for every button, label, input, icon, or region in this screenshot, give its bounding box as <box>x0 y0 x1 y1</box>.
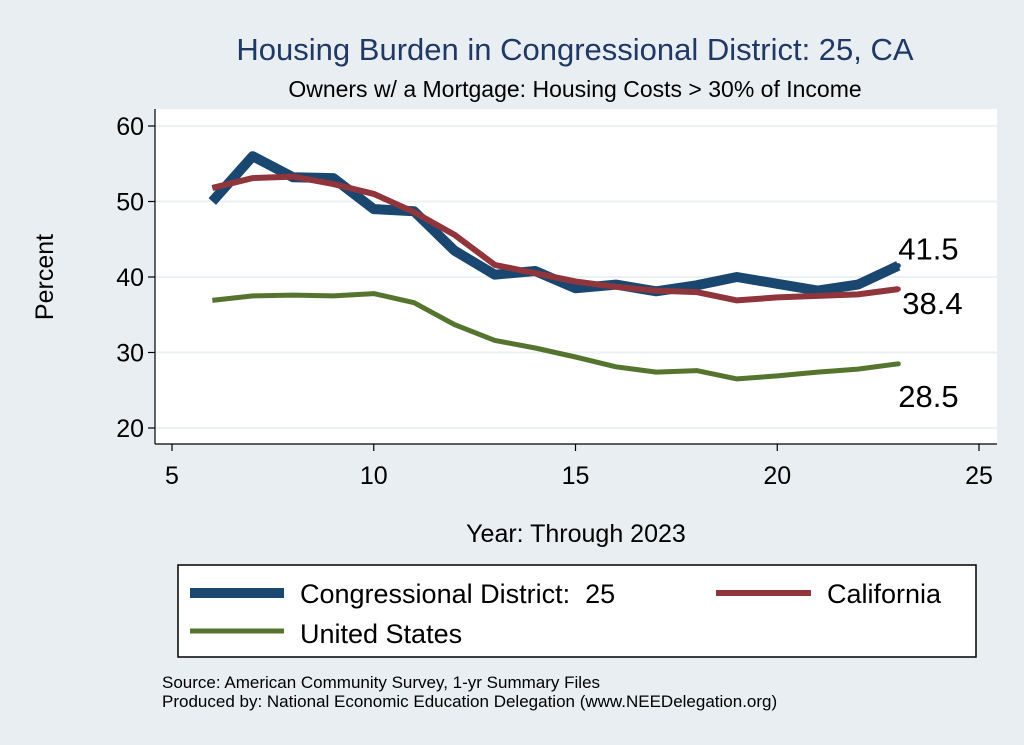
series-end-marker-0 <box>895 263 901 269</box>
series-line-2 <box>212 291 899 382</box>
x-tick-label-5: 5 <box>165 462 179 490</box>
legend-label-0: Congressional District: 25 <box>300 579 615 609</box>
end-label-1: 38.4 <box>902 286 962 321</box>
x-tick-label-10: 10 <box>360 462 388 490</box>
x-tick-label-20: 20 <box>763 462 791 490</box>
y-tick-label-40: 40 <box>116 264 144 292</box>
x-tick-label-15: 15 <box>562 462 590 490</box>
legend-label-2: United States <box>300 619 462 649</box>
end-label-0: 41.5 <box>898 232 958 267</box>
y-tick-label-30: 30 <box>116 340 144 368</box>
end-labels: 41.5 38.4 28.5 <box>895 232 963 414</box>
end-label-2: 28.5 <box>898 379 958 414</box>
chart-title: Housing Burden in Congressional District… <box>236 32 913 67</box>
producer-line: Produced by: National Economic Education… <box>162 692 777 711</box>
legend-label-1: California <box>827 579 942 609</box>
y-tick-label-50: 50 <box>116 189 144 217</box>
legend: Congressional District: 25 California Unit… <box>190 579 942 649</box>
series-line-1 <box>211 173 899 304</box>
y-tick-label-60: 60 <box>116 113 144 141</box>
tick-labels: 20 30 40 50 60 5 10 15 20 25 <box>116 113 993 490</box>
series-end-marker-1 <box>895 286 901 292</box>
series-lines <box>208 151 901 382</box>
source-line: Source: American Community Survey, 1-yr … <box>162 673 600 692</box>
x-axis-title: Year: Through 2023 <box>466 520 686 548</box>
x-tick-label-25: 25 <box>965 462 993 490</box>
legend-box <box>177 564 977 658</box>
axes <box>148 109 997 451</box>
y-tick-label-20: 20 <box>116 415 144 443</box>
grid-lines <box>155 125 997 429</box>
chart-subtitle: Owners w/ a Mortgage: Housing Costs > 30… <box>288 76 861 102</box>
y-axis-title: Percent <box>31 234 59 320</box>
series-end-marker-2 <box>895 361 901 367</box>
